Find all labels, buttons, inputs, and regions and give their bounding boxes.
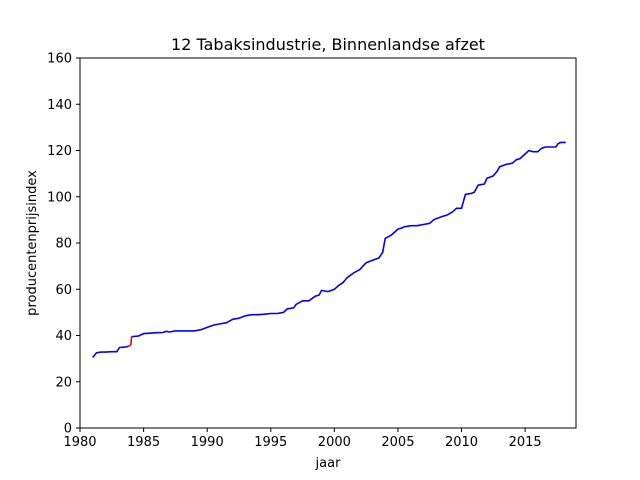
- x-tick-label: 1985: [127, 435, 160, 450]
- series-layer: [92, 141, 566, 359]
- x-tick-label: 2010: [445, 435, 478, 450]
- y-tick-label: 120: [47, 144, 72, 159]
- y-axis-ticks: 0 20 40 60 80 100 120 140 160: [47, 52, 80, 437]
- x-tick-label: 1995: [254, 435, 287, 450]
- y-tick-label: 60: [55, 283, 72, 298]
- y-tick-label: 160: [47, 52, 72, 67]
- plot-area: [80, 58, 576, 428]
- y-tick-label: 20: [55, 375, 72, 390]
- x-axis-ticks: 1980 1985 1990 1995 2000 2005 2010 2015: [63, 428, 542, 450]
- y-tick-label: 140: [47, 98, 72, 113]
- y-tick-label: 40: [55, 329, 72, 344]
- x-tick-label: 1980: [63, 435, 96, 450]
- y-tick-label: 80: [55, 237, 72, 252]
- series-line-2: [127, 336, 133, 348]
- x-tick-label: 1990: [191, 435, 224, 450]
- y-tick-label: 100: [47, 190, 72, 205]
- chart-title: 12 Tabaksindustrie, Binnenlandse afzet: [171, 35, 485, 54]
- y-tick-label: 0: [64, 422, 72, 437]
- y-axis-label: producentenprijsindex: [25, 170, 40, 316]
- series-line-1: [92, 345, 129, 359]
- x-tick-label: 2005: [381, 435, 414, 450]
- x-tick-label: 2015: [509, 435, 542, 450]
- x-tick-label: 2000: [318, 435, 351, 450]
- series-line-3: [131, 141, 566, 338]
- x-axis-label: jaar: [315, 456, 342, 471]
